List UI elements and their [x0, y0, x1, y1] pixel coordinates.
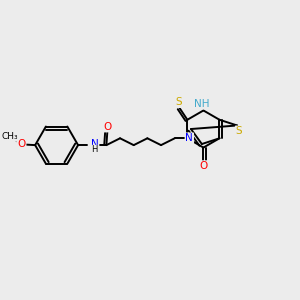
Text: S: S: [175, 97, 182, 107]
Text: N: N: [185, 133, 193, 143]
Text: H: H: [92, 146, 98, 154]
Text: O: O: [199, 161, 208, 171]
Text: S: S: [236, 126, 242, 136]
Text: CH₃: CH₃: [2, 132, 18, 141]
Text: O: O: [17, 139, 26, 149]
Text: N: N: [91, 139, 98, 149]
Text: NH: NH: [194, 99, 209, 109]
Text: O: O: [103, 122, 112, 132]
